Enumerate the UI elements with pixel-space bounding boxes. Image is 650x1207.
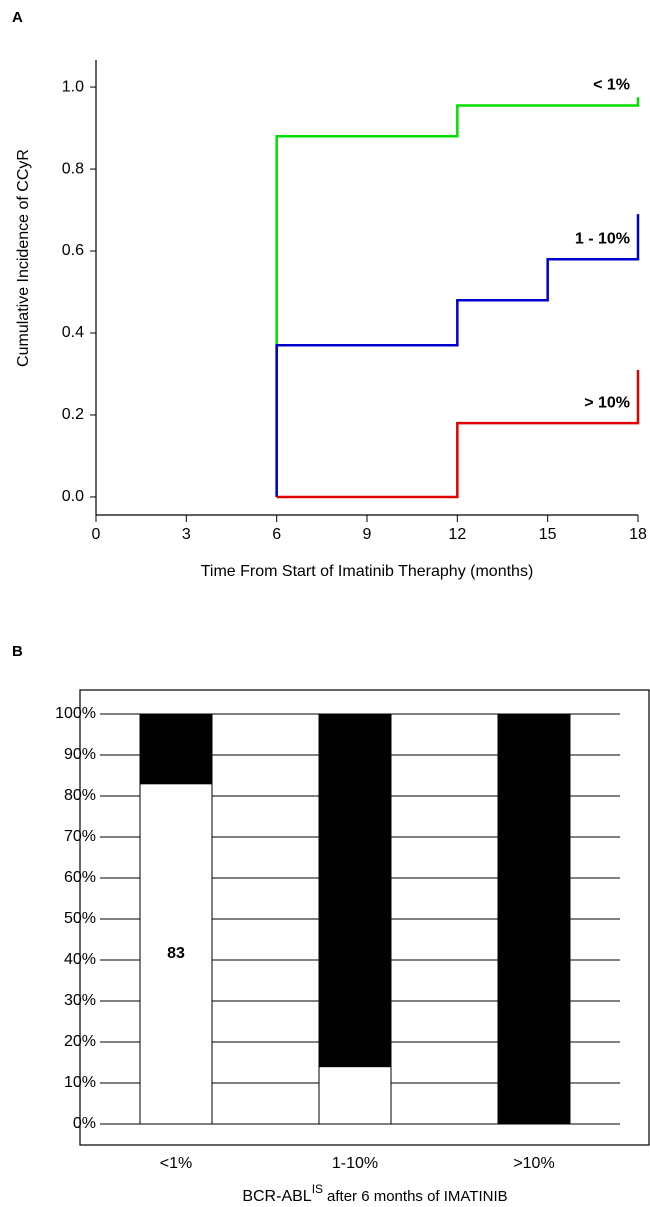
y-tick-label: 30%	[64, 992, 96, 1009]
y-tick-label: 100%	[55, 705, 96, 722]
x-tick-label: 15	[539, 526, 557, 543]
x-tick-label: 0	[92, 526, 101, 543]
step-line	[275, 214, 640, 497]
data-label: 86	[346, 882, 364, 899]
x-title-sup: IS	[312, 1182, 323, 1196]
y-tick-label: 0.8	[62, 160, 84, 177]
bar-segment	[497, 713, 571, 1125]
y-axis-title: Cumulative Incidence of CCyR	[15, 149, 32, 367]
x-axis-title: BCR-ABLIS after 6 months of IMATINIB	[242, 1182, 507, 1205]
x-tick-label: >10%	[513, 1155, 554, 1172]
data-label: 100	[521, 910, 548, 927]
panel-label: A	[12, 9, 23, 26]
y-tick-label: 0.0	[62, 488, 84, 505]
x-tick-label: <1%	[160, 1155, 192, 1172]
x-tick-label: 6	[272, 526, 281, 543]
y-tick-label: 60%	[64, 869, 96, 886]
bar-segment	[318, 713, 392, 1068]
panel-label: B	[12, 643, 23, 660]
plot-frame	[79, 689, 650, 1146]
bar-segment	[139, 713, 213, 785]
y-tick-label: 40%	[64, 951, 96, 968]
x-tick-label: 9	[363, 526, 372, 543]
series-label: 1 - 10%	[575, 230, 630, 247]
y-tick-label: 1.0	[62, 78, 84, 95]
x-tick-label: 3	[182, 526, 191, 543]
y-tick-label: 10%	[64, 1074, 96, 1091]
step-line	[276, 369, 640, 499]
x-axis-title: Time From Start of Imatinib Theraphy (mo…	[201, 563, 534, 580]
bar-segment	[318, 1066, 392, 1125]
x-title-main: BCR-ABL	[242, 1188, 311, 1205]
x-tick-label: 18	[629, 526, 647, 543]
series-label: > 10%	[584, 394, 630, 411]
step-line	[275, 97, 640, 497]
x-tick-label: 1-10%	[332, 1155, 378, 1172]
y-tick-label: 0.6	[62, 242, 84, 259]
y-tick-label: 80%	[64, 787, 96, 804]
y-tick-label: 70%	[64, 828, 96, 845]
y-tick-label: 0.4	[62, 324, 84, 341]
y-tick-label: 20%	[64, 1033, 96, 1050]
x-title-rest: after 6 months of IMATINIB	[327, 1188, 508, 1205]
y-tick-label: 90%	[64, 746, 96, 763]
data-label: 83	[167, 945, 185, 962]
y-tick-label: 50%	[64, 910, 96, 927]
series-label: < 1%	[593, 77, 630, 94]
y-tick-label: 0%	[73, 1115, 96, 1132]
x-tick-label: 12	[448, 526, 466, 543]
bar-segment	[139, 783, 213, 1125]
y-tick-label: 0.2	[62, 406, 84, 423]
